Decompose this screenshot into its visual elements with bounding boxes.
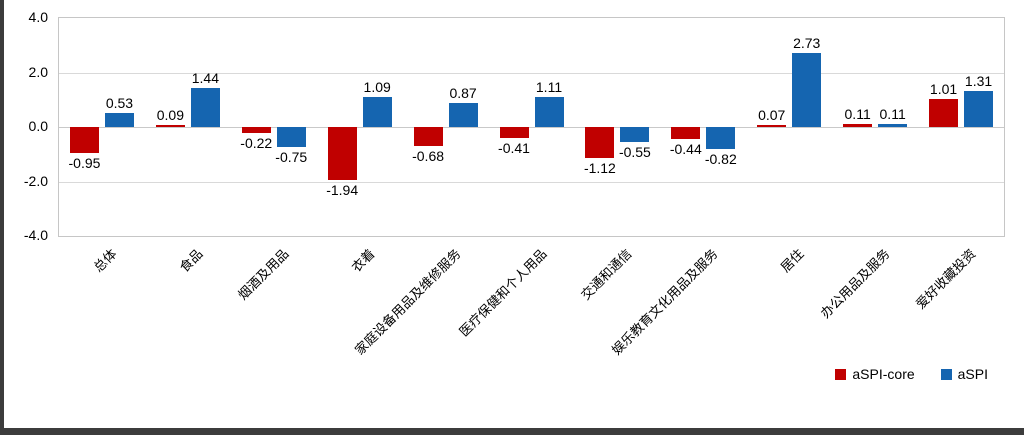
legend-item-aspi: aSPI	[940, 366, 988, 382]
value-label: -0.82	[704, 151, 737, 168]
bar-aSPI-core	[843, 124, 873, 127]
value-label: 1.01	[929, 81, 958, 98]
bar-aSPI-core	[499, 127, 529, 139]
gridline	[59, 72, 1004, 74]
value-label: 1.11	[535, 78, 563, 95]
value-label: -0.22	[240, 134, 273, 151]
plot-area: -0.95 0.09 -0.22 -1.94 -0.68 -0.41 -1.12 -0.44 0…	[58, 17, 1005, 237]
bar-aSPI	[620, 127, 650, 142]
bar-aSPI	[276, 127, 306, 148]
value-label: -0.55	[618, 143, 651, 160]
bar-aSPI	[448, 103, 478, 127]
value-label: -0.44	[669, 140, 702, 157]
bar-aSPI-core	[757, 125, 787, 127]
bar-aSPI	[534, 96, 564, 127]
bar-aSPI-core	[929, 99, 959, 127]
value-label: 0.11	[844, 106, 871, 122]
y-axis-tick-label: -2.0	[23, 172, 48, 189]
value-label: 1.44	[191, 69, 219, 86]
value-label: -0.75	[275, 149, 308, 166]
value-label: -0.41	[498, 140, 530, 157]
bar-aSPI-core	[155, 124, 185, 127]
bar-aSPI-core	[327, 127, 357, 180]
value-label: -0.95	[68, 154, 101, 171]
category-label: 总体	[90, 246, 120, 276]
value-label: 0.11	[879, 106, 906, 122]
legend-swatch-red-icon	[835, 368, 847, 380]
bar-aSPI-core	[69, 127, 99, 153]
legend-swatch-blue-icon	[940, 368, 952, 380]
value-label: 2.73	[793, 34, 821, 51]
y-axis-tick-label: 0.0	[28, 118, 48, 134]
bar-aSPI	[964, 91, 994, 127]
legend-label: aSPI-core	[852, 366, 915, 382]
value-label: 1.31	[964, 73, 993, 90]
value-label: 0.07	[758, 107, 786, 124]
legend-label: aSPI	[957, 366, 988, 382]
bar-aSPI	[104, 112, 134, 127]
legend-item-aspi-core: aSPI-core	[835, 366, 915, 382]
bar-aSPI-core	[671, 127, 701, 139]
gridline	[59, 181, 1004, 183]
value-label: 0.09	[156, 106, 184, 123]
value-label: 1.09	[363, 79, 391, 96]
y-axis-tick-label: -4.0	[23, 227, 48, 243]
window-border-bottom	[0, 428, 1024, 435]
y-axis-tick-label: 4.0	[28, 9, 48, 25]
y-axis-tick-label: 2.0	[28, 63, 48, 80]
bar-aSPI-core	[585, 127, 615, 158]
value-label: -1.94	[326, 181, 359, 198]
gridline	[59, 127, 1004, 128]
bar-aSPI	[878, 124, 908, 127]
legend: aSPI-core aSPI	[835, 366, 988, 382]
window-border-left	[0, 0, 4, 435]
bar-aSPI	[362, 97, 392, 127]
bar-aSPI	[190, 87, 220, 127]
value-label: 0.87	[449, 85, 477, 102]
value-label: -0.68	[412, 147, 445, 164]
value-label: 0.53	[105, 94, 134, 111]
bar-aSPI-core	[413, 127, 443, 146]
bar-aSPI-core	[241, 127, 271, 133]
bar-aSPI	[792, 52, 822, 127]
value-label: -1.12	[583, 159, 616, 176]
bar-aSPI	[706, 127, 736, 150]
